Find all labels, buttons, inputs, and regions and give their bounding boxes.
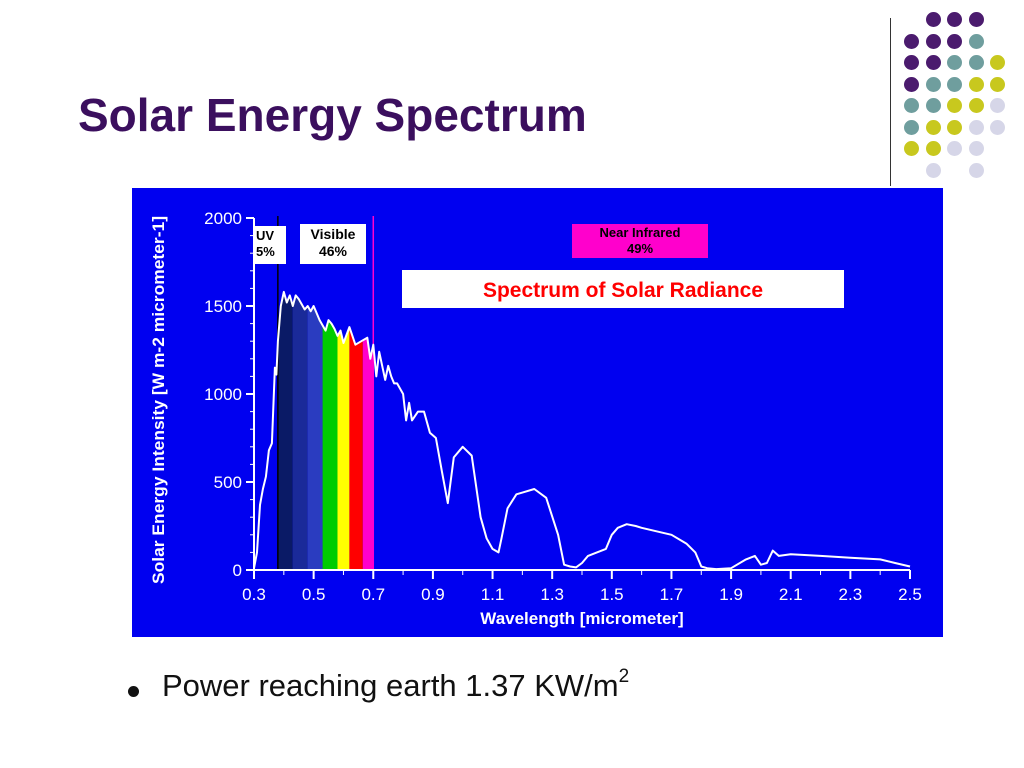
spectrum-band <box>307 306 323 570</box>
visible-label-box <box>300 224 366 264</box>
decorative-dot-grid <box>904 12 1014 178</box>
chart-canvas: 0 500 1000 1500 2000 0.3 0.5 0.7 0.9 1.1 1.3 1.5 1.7… <box>149 209 922 628</box>
y-tick-label: 500 <box>214 473 242 492</box>
y-tick-label: 0 <box>233 561 242 580</box>
decorative-dot <box>925 55 941 70</box>
chart-title-box <box>402 270 844 308</box>
decorative-dot <box>968 119 984 135</box>
decorative-dot <box>947 55 962 70</box>
spectrum-band <box>322 321 338 570</box>
spectrum-band <box>337 327 350 570</box>
x-tick-label: 0.5 <box>302 585 326 604</box>
decorative-dot <box>947 119 962 135</box>
decorative-dot <box>925 12 941 27</box>
x-tick-label: 0.7 <box>361 585 385 604</box>
color-bands <box>277 293 374 570</box>
decorative-dot <box>990 76 1005 92</box>
spectrum-line <box>253 290 911 571</box>
visible-percent: 46% <box>319 243 348 259</box>
x-axis-label: Wavelength [micrometer] <box>480 609 683 628</box>
x-tick-label: 1.5 <box>600 585 624 604</box>
decorative-dot <box>990 119 1005 135</box>
decorative-dot <box>968 55 984 70</box>
decorative-dot <box>904 33 919 49</box>
bullet-text: Power reaching earth 1.37 KW/m2 <box>162 666 630 704</box>
chart-axes <box>246 216 911 579</box>
x-tick-label: 2.1 <box>779 585 803 604</box>
x-tick-label: 0.3 <box>242 585 266 604</box>
decorative-dot <box>904 141 919 156</box>
decorative-dot <box>904 55 919 70</box>
ir-label: Near Infrared <box>600 225 681 240</box>
solar-spectrum-chart: 0 500 1000 1500 2000 0.3 0.5 0.7 0.9 1.1 1.3 1.5 1.7… <box>132 188 943 637</box>
y-axis-label: Solar Energy Intensity [W m-2 micrometer… <box>149 216 168 584</box>
title-divider <box>890 18 891 186</box>
bullet-superscript: 2 <box>618 666 630 687</box>
visible-label: Visible <box>311 226 356 242</box>
x-tick-label: 0.9 <box>421 585 445 604</box>
decorative-dot <box>947 12 962 27</box>
decorative-dot <box>968 12 984 27</box>
decorative-dot <box>947 98 962 113</box>
spectrum-band <box>349 327 363 570</box>
bullet-dot-icon <box>128 686 139 697</box>
decorative-dot <box>947 141 962 156</box>
x-tick-label: 1.9 <box>719 585 743 604</box>
decorative-dot <box>990 55 1005 70</box>
spectrum-band <box>292 296 308 570</box>
decorative-dot <box>947 76 962 92</box>
decorative-dot <box>925 141 941 156</box>
y-tick-label: 2000 <box>204 209 242 228</box>
x-tick-label: 2.5 <box>898 585 922 604</box>
decorative-dot <box>904 98 919 113</box>
uv-percent: 5% <box>256 244 275 259</box>
decorative-dot <box>990 98 1005 113</box>
uv-label-box <box>253 226 286 264</box>
decorative-dot <box>904 76 919 92</box>
chart-title: Spectrum of Solar Radiance <box>483 279 763 302</box>
spectrum-line-layer <box>253 290 911 571</box>
ir-percent: 49% <box>627 241 653 256</box>
y-tick-label: 1500 <box>204 297 242 316</box>
decorative-dot <box>925 98 941 113</box>
spectrum-band <box>277 293 293 570</box>
slide-title: Solar Energy Spectrum <box>78 89 587 141</box>
decorative-dot <box>968 76 984 92</box>
bullet-main-text: Power reaching earth 1.37 KW/m <box>162 668 619 703</box>
uv-label: UV <box>256 228 274 243</box>
ir-label-box <box>572 224 708 258</box>
decorative-dot <box>925 76 941 92</box>
x-tick-label: 1.7 <box>660 585 684 604</box>
decorative-dot <box>968 141 984 156</box>
x-tick-label: 1.1 <box>481 585 505 604</box>
spectrum-band <box>362 338 374 570</box>
decorative-dot <box>968 162 984 178</box>
decorative-dot <box>968 98 984 113</box>
x-tick-label: 1.3 <box>540 585 564 604</box>
decorative-dot <box>947 33 962 49</box>
decorative-dot <box>925 33 941 49</box>
x-tick-label: 2.3 <box>839 585 863 604</box>
y-tick-label: 1000 <box>204 385 242 404</box>
decorative-dot <box>925 119 941 135</box>
decorative-dot <box>925 162 941 178</box>
decorative-dot <box>968 33 984 49</box>
chart-labels: 0 500 1000 1500 2000 0.3 0.5 0.7 0.9 1.1 1.3 1.5 1.7… <box>149 209 922 628</box>
decorative-dot <box>904 119 919 135</box>
